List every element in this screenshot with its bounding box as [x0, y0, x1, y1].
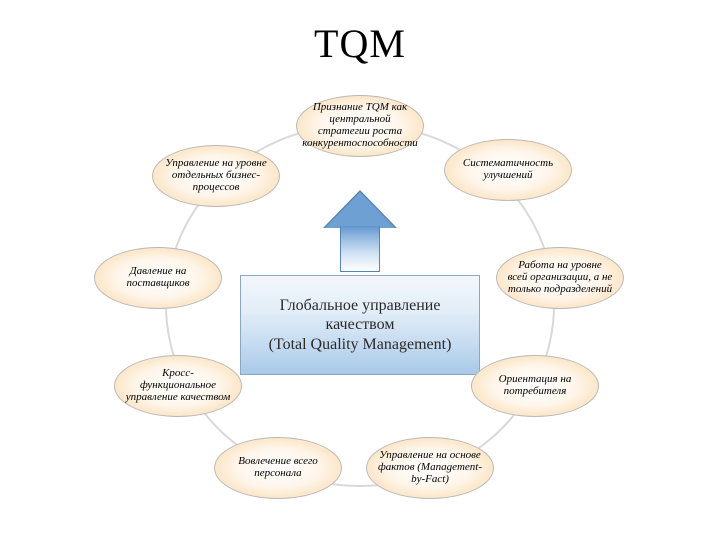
concept-node-label: Систематичность улучшений: [455, 158, 561, 182]
arrow-body: [340, 226, 380, 272]
concept-node-label: Вовлечение всего персонала: [225, 456, 331, 480]
concept-node-label: Кросс-функциональное управление качество…: [125, 368, 231, 404]
concept-node: Ориентация на потребителя: [471, 355, 599, 417]
diagram-stage: Глобальное управление качеством (Total Q…: [70, 90, 650, 530]
arrow-head: [325, 192, 395, 228]
concept-node-label: Ориентация на потребителя: [482, 374, 588, 398]
concept-node: Управление на уровне отдельных бизнес-пр…: [152, 145, 280, 207]
concept-node-label: Работа на уровне всей организации, а не …: [507, 260, 613, 296]
concept-node: Давление на поставщиков: [94, 247, 222, 309]
center-box-text: Глобальное управление качеством (Total Q…: [251, 296, 469, 354]
center-box: Глобальное управление качеством (Total Q…: [240, 275, 480, 375]
concept-node: Вовлечение всего персонала: [214, 437, 342, 499]
concept-node-label: Давление на поставщиков: [105, 266, 211, 290]
concept-node-label: Управление на основе фактов (Management-…: [377, 450, 483, 486]
concept-node: Работа на уровне всей организации, а не …: [496, 247, 624, 309]
concept-node: Управление на основе фактов (Management-…: [366, 437, 494, 499]
concept-node: Кросс-функциональное управление качество…: [114, 355, 242, 417]
concept-node-label: Управление на уровне отдельных бизнес-пр…: [163, 158, 269, 194]
concept-node-label: Признание TQM как центральной стратегии …: [302, 102, 418, 150]
page-title: TQM: [0, 20, 720, 67]
concept-node: Признание TQM как центральной стратегии …: [296, 95, 424, 157]
center-arrow: [325, 192, 395, 272]
concept-node: Систематичность улучшений: [444, 139, 572, 201]
